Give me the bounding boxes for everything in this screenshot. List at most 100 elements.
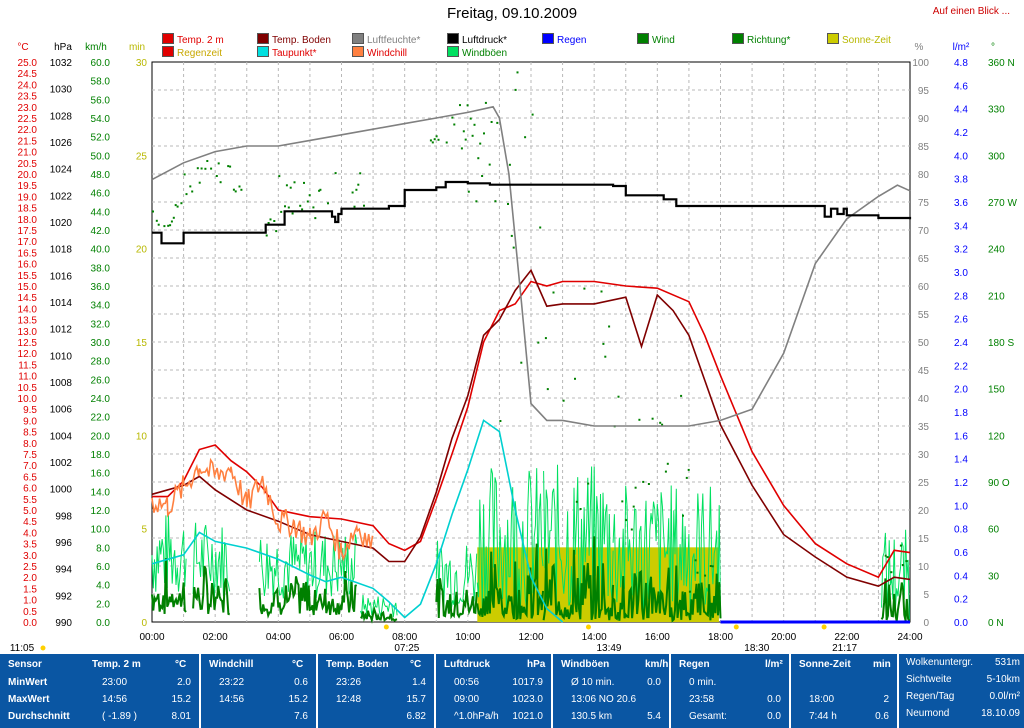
rain-tick: 3.0 [954, 268, 968, 279]
wind-tick: 10.0 [91, 525, 111, 536]
direction-dot [363, 204, 365, 207]
temp-tick: 19.5 [18, 181, 38, 192]
rain-tick: 2.2 [954, 361, 968, 372]
rain-tick: 2.6 [954, 315, 968, 326]
rain-tick: 0.0 [954, 618, 968, 629]
direction-dot [709, 565, 712, 567]
sun-tick: 10 [136, 431, 148, 442]
wind-line [151, 558, 187, 614]
wind-tick: 8.0 [96, 543, 110, 554]
rain-tick: 3.8 [954, 175, 968, 186]
pressure-tick: 996 [55, 538, 72, 549]
direction-tick: 330 [988, 105, 1005, 116]
stats-section-title: Temp. 2 m [92, 659, 141, 670]
stats-section-unit: min [873, 659, 891, 670]
direction-dot [661, 423, 664, 426]
x-tick-label: 10:00 [455, 632, 480, 643]
stats-section [553, 654, 671, 728]
rain-tick: 3.6 [954, 198, 968, 209]
wind-tick: 22.0 [91, 413, 111, 424]
stats-value: 7.6 [294, 711, 308, 722]
stats-section [84, 654, 201, 728]
temp-tick: 17.5 [18, 226, 38, 237]
direction-dot [453, 123, 456, 126]
stats-extra-value: 531m [994, 657, 1020, 668]
temp-tick: 16.0 [18, 260, 38, 271]
direction-dot [314, 217, 317, 220]
wind-tick: 52.0 [91, 133, 111, 144]
stats-time: 23:58 [689, 694, 715, 705]
humidity-tick: 50 [918, 338, 930, 349]
direction-dot [229, 165, 232, 168]
sun-tick: 30 [136, 58, 148, 69]
stats-section-unit: l/m² [765, 659, 783, 670]
pressure-tick: 1008 [50, 378, 73, 389]
gust-line [435, 540, 478, 609]
stats-extra-label: Neumond [906, 708, 950, 719]
direction-dot [318, 189, 321, 192]
stats-value: 8.01 [171, 711, 191, 722]
direction-dot [238, 185, 241, 188]
weather-chart: 0.00.51.01.52.02.53.03.54.04.55.05.56.06… [10, 42, 1018, 654]
legend-item: Temp. Boden [257, 33, 331, 46]
pressure-tick: 1014 [50, 298, 73, 309]
stats-row-label: MaxWert [8, 694, 50, 705]
pressure-tick: 1032 [50, 58, 73, 69]
stats-value: 15.7 [406, 694, 426, 705]
axis-unit: km/h [85, 42, 107, 53]
marker-label: 13:49 [596, 643, 621, 654]
direction-dot [172, 216, 175, 219]
wind-tick: 36.0 [91, 282, 111, 293]
stats-value: 15.2 [288, 694, 308, 705]
temp-tick: 4.0 [23, 528, 37, 539]
legend-label: Sonne-Zeit [842, 35, 891, 46]
direction-dot [634, 486, 637, 489]
stats-time: Ø 10 min. [571, 677, 615, 688]
wind-line [435, 578, 478, 620]
direction-dot [484, 101, 487, 104]
wind-tick: 58.0 [91, 77, 111, 88]
rain-tick: 2.4 [954, 338, 968, 349]
humidity-tick: 65 [918, 254, 930, 265]
overview-link[interactable]: Auf einen Blick ... [932, 6, 1010, 17]
direction-tick: 180 S [988, 338, 1014, 349]
temp-tick: 2.0 [23, 573, 37, 584]
legend-label: Wind [652, 35, 675, 46]
direction-tick: 0 N [988, 618, 1004, 629]
temp-tick: 11.5 [18, 360, 37, 371]
direction-dot [496, 121, 499, 124]
direction-dot [278, 175, 281, 178]
temp-tick: 13.5 [18, 316, 38, 327]
direction-dot [357, 183, 360, 186]
stats-value: 6.82 [406, 711, 426, 722]
direction-dot [152, 210, 154, 213]
direction-dot [176, 205, 179, 208]
stats-section-unit: km/h [645, 659, 669, 670]
legend-item: Richtung* [732, 33, 790, 46]
temp-tick: 9.0 [23, 416, 37, 427]
direction-dot [327, 202, 329, 205]
rain-tick: 2.8 [954, 291, 968, 302]
stats-value: 0.0 [767, 694, 781, 705]
legend-swatch [827, 33, 839, 44]
temp-tick: 5.5 [23, 495, 37, 506]
axis-unit: % [915, 42, 924, 53]
temp-tick: 23.5 [18, 92, 38, 103]
direction-dot [488, 163, 491, 166]
legend-item: Luftdruck* [447, 33, 507, 46]
stats-time: 09:00 [454, 694, 480, 705]
gust-line [151, 513, 187, 592]
temp-tick: 6.0 [23, 484, 37, 495]
wind-tick: 44.0 [91, 207, 111, 218]
direction-dot [680, 394, 683, 397]
direction-dot [174, 204, 177, 207]
rain-tick: 0.4 [954, 571, 968, 582]
rain-tick: 1.4 [954, 455, 968, 466]
direction-dot [574, 377, 576, 380]
temp-tick: 1.5 [23, 584, 37, 595]
temp-tick: 16.5 [18, 248, 38, 259]
x-tick-label: 24:00 [897, 632, 922, 643]
x-tick-label: 06:00 [329, 632, 354, 643]
direction-dot [604, 355, 607, 358]
wind-tick: 60.0 [91, 58, 111, 69]
